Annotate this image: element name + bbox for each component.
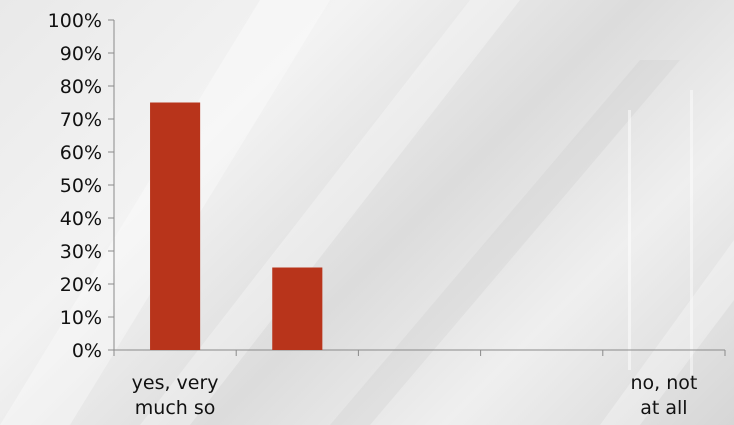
y-tick-label: 60%: [60, 142, 102, 164]
y-axis: 0% 10% 20% 30% 40% 50% 60% 70% 80% 90% 100%: [48, 10, 115, 362]
x-category-label: much so: [135, 397, 216, 419]
category-labels: yes, very much so no, not at all: [132, 372, 698, 419]
bar: [272, 267, 323, 350]
y-tick-label: 0%: [72, 340, 102, 362]
y-tick-label: 100%: [48, 10, 102, 32]
x-category-label: yes, very: [132, 372, 219, 394]
x-category-label: no, not: [630, 372, 697, 394]
y-tick-label: 10%: [60, 307, 102, 329]
x-axis: [113, 349, 726, 356]
y-tick-label: 20%: [60, 274, 102, 296]
y-tick-label: 50%: [60, 175, 102, 197]
bar: [150, 102, 201, 350]
bars: [150, 102, 323, 350]
y-tick-label: 40%: [60, 208, 102, 230]
x-category-label: at all: [640, 397, 687, 419]
y-tick-label: 90%: [60, 43, 102, 65]
y-tick-label: 70%: [60, 109, 102, 131]
y-tick-label: 30%: [60, 241, 102, 263]
y-tick-label: 80%: [60, 76, 102, 98]
